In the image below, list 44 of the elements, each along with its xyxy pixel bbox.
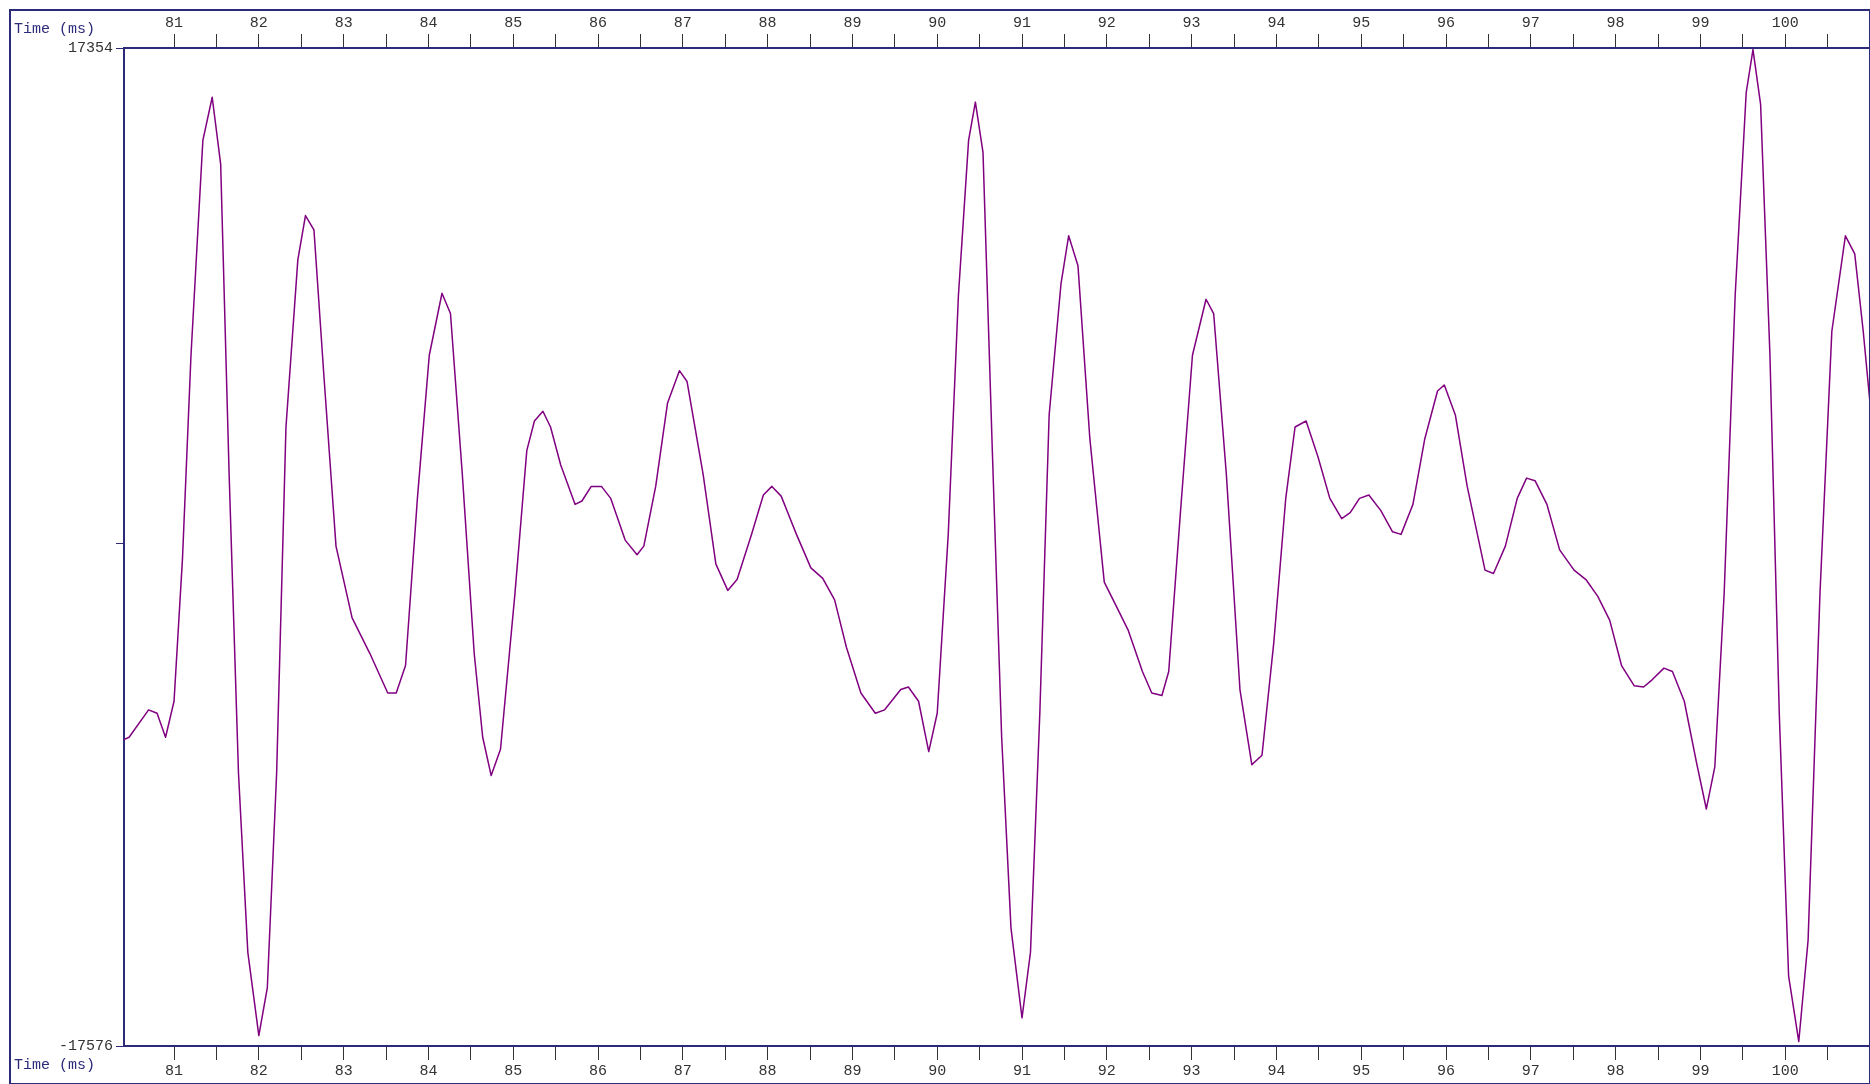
x-tick-label: 100 (1771, 1062, 1799, 1080)
x2-tick-label: 94 (1267, 14, 1286, 32)
x2-tick-label: 93 (1182, 14, 1201, 32)
x-tick-label: 86 (589, 1062, 608, 1080)
x2-tick-label: 97 (1521, 14, 1540, 32)
x-tick-label: 93 (1182, 1062, 1201, 1080)
x2-tick-label: 82 (249, 14, 268, 32)
x2-tick-label: 88 (758, 14, 777, 32)
x-tick-label: 82 (249, 1062, 268, 1080)
x-tick-label: 99 (1691, 1062, 1710, 1080)
x-tick-label: 84 (419, 1062, 438, 1080)
x2-tick-label: 95 (1352, 14, 1371, 32)
x-tick-label: 91 (1013, 1062, 1032, 1080)
x2-tick-label: 86 (589, 14, 608, 32)
x-tick-label: 92 (1097, 1062, 1116, 1080)
x-tick-label: 97 (1521, 1062, 1540, 1080)
x-tick-label: 87 (673, 1062, 692, 1080)
x2-tick-label: 91 (1013, 14, 1032, 32)
x2-tick-label: 83 (334, 14, 353, 32)
x2-axis-title: Time (ms) (14, 20, 96, 38)
x2-tick-label: 92 (1097, 14, 1116, 32)
x2-tick-label: 85 (504, 14, 523, 32)
x-tick-label: 95 (1352, 1062, 1371, 1080)
x-tick-label: 94 (1267, 1062, 1286, 1080)
x-tick-label: 98 (1606, 1062, 1625, 1080)
x2-tick-label: 100 (1771, 14, 1799, 32)
x-tick-label: 88 (758, 1062, 777, 1080)
x-axis-title: Time (ms) (14, 1056, 96, 1074)
x-tick-label: 85 (504, 1062, 523, 1080)
x-tick-label: 90 (928, 1062, 947, 1080)
x-tick-label: 96 (1437, 1062, 1456, 1080)
x2-tick-label: 84 (419, 14, 438, 32)
x-tick-label: 83 (334, 1062, 353, 1080)
x-tick-label: 81 (165, 1062, 184, 1080)
x-tick-label: 89 (843, 1062, 862, 1080)
x2-tick-label: 87 (673, 14, 692, 32)
x2-tick-label: 96 (1437, 14, 1456, 32)
x2-tick-label: 90 (928, 14, 947, 32)
x2-tick-label: 98 (1606, 14, 1625, 32)
x2-tick-label: 81 (165, 14, 184, 32)
y-tick-label: 17354 (67, 39, 113, 57)
x2-tick-label: 89 (843, 14, 862, 32)
y-tick-label: -17576 (58, 1037, 113, 1055)
x2-tick-label: 99 (1691, 14, 1710, 32)
